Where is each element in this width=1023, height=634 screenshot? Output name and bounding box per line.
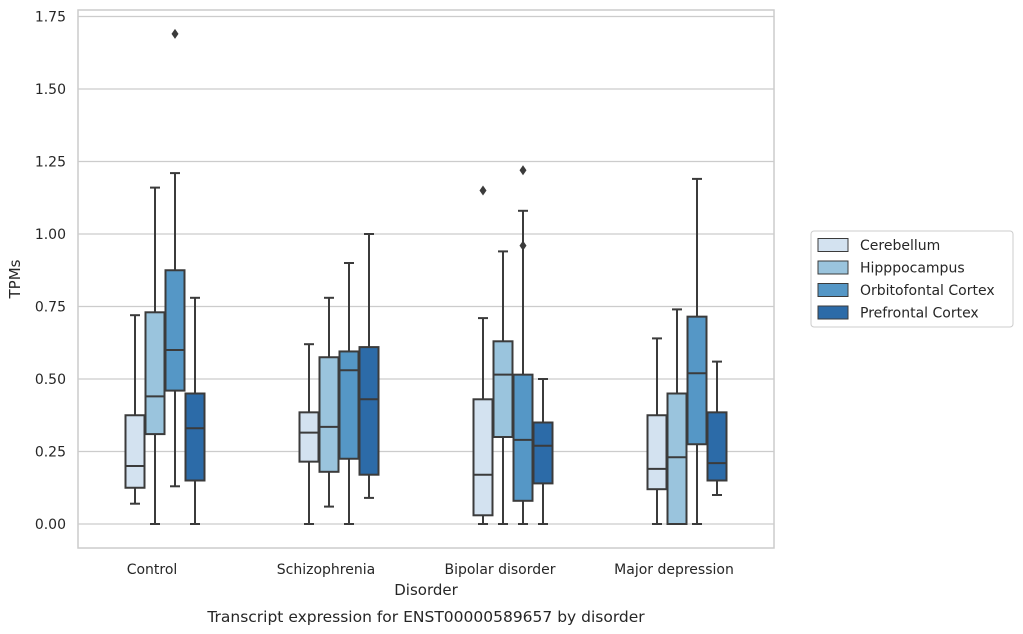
legend-swatch <box>817 283 849 297</box>
y-axis-title: TPMs <box>6 259 24 299</box>
box-hipppocampus <box>318 296 340 508</box>
y-tick-label: 0.25 <box>35 445 66 461</box>
box-cerebellum <box>124 314 146 505</box>
box-hipppocampus <box>666 308 688 525</box>
x-tick-label: Major depression <box>614 562 734 578</box>
iqr-box <box>318 356 340 473</box>
box-cerebellum <box>472 185 494 525</box>
y-tick-label: 1.75 <box>35 10 66 26</box>
y-tick-labels: 0.00 0.25 0.50 0.75 1.00 1.25 1.50 1.75 <box>35 10 66 534</box>
x-axis-title: Disorder <box>394 581 458 599</box>
iqr-box <box>492 340 514 438</box>
iqr-box <box>358 346 380 476</box>
legend-label: Orbitofontal Cortex <box>860 283 995 299</box>
box-cerebellum <box>298 343 320 525</box>
y-tick-label: 1.50 <box>35 82 66 98</box>
legend-swatch <box>817 238 849 252</box>
iqr-box <box>686 315 708 446</box>
iqr-box <box>184 392 206 482</box>
y-tick-label: 1.00 <box>35 227 66 243</box>
y-tick-label: 1.25 <box>35 155 66 171</box>
x-tick-label: Schizophrenia <box>277 562 375 578</box>
iqr-box <box>164 269 186 392</box>
box-orbitofontal-cortex <box>512 165 534 525</box>
box-plots <box>124 28 728 525</box>
box-orbitofontal-cortex <box>338 262 360 525</box>
legend-swatch <box>817 305 849 320</box>
box-hipppocampus <box>144 186 166 525</box>
box-prefrontal-cortex <box>706 360 728 496</box>
iqr-box <box>472 398 494 517</box>
iqr-box <box>338 350 360 460</box>
y-tick-label: 0.50 <box>35 372 66 388</box>
legend: Cerebellum Hipppocampus Orbitofontal Corte… <box>810 230 1014 328</box>
iqr-box <box>298 411 320 463</box>
box-cerebellum <box>646 337 668 525</box>
box-orbitofontal-cortex <box>164 28 186 488</box>
x-tick-label: Control <box>127 562 178 578</box>
iqr-box <box>666 392 688 525</box>
outlier-marker <box>479 185 487 196</box>
iqr-box <box>706 411 728 482</box>
legend-swatch <box>817 260 849 275</box>
x-tick-label: Bipolar disorder <box>444 562 555 578</box>
x-tick-labels: Control Schizophrenia Bipolar disorder Majo… <box>127 562 734 578</box>
outlier-marker <box>519 240 527 251</box>
box-hipppocampus <box>492 250 514 525</box>
legend-label: Cerebellum <box>860 238 940 254</box>
legend-frame <box>810 230 1014 328</box>
iqr-box <box>646 414 668 491</box>
legend-label: Prefrontal Cortex <box>860 306 979 322</box>
iqr-box <box>532 421 554 485</box>
box-orbitofontal-cortex <box>686 177 708 525</box>
chart-caption: Transcript expression for ENST0000058965… <box>206 608 645 626</box>
box-prefrontal-cortex <box>184 296 206 525</box>
outlier-marker <box>171 28 179 39</box>
iqr-box <box>512 373 534 502</box>
outlier-marker <box>519 165 527 176</box>
box-prefrontal-cortex <box>532 378 554 525</box>
box-prefrontal-cortex <box>358 233 380 499</box>
iqr-box <box>124 414 146 489</box>
iqr-box <box>144 311 166 436</box>
legend-label: Hipppocampus <box>860 261 965 277</box>
plot-frame <box>77 9 775 549</box>
y-tick-label: 0.75 <box>35 300 66 316</box>
y-tick-label: 0.00 <box>35 517 66 533</box>
